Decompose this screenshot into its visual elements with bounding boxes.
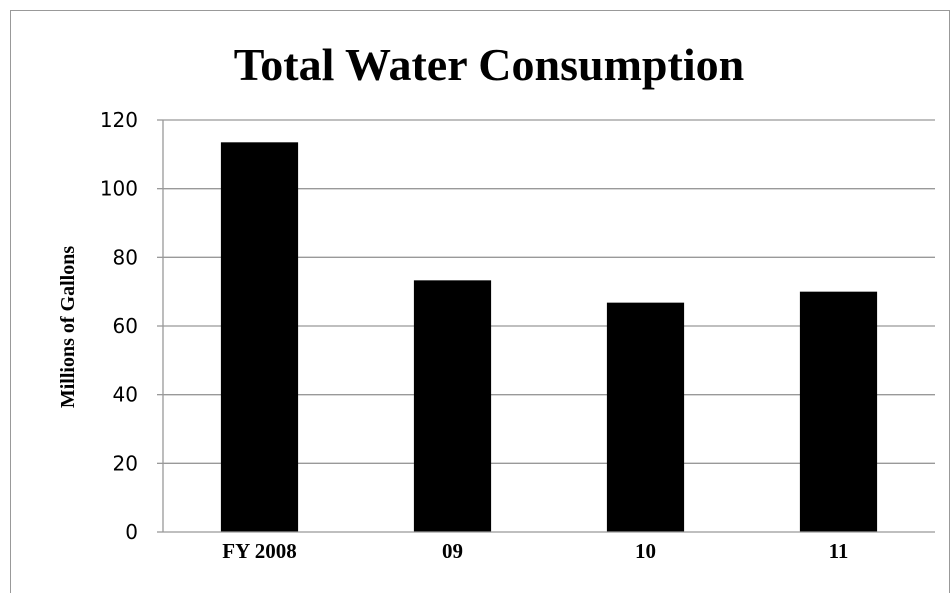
y-tick-label-120: 120 [100,108,138,132]
bar-11 [799,291,878,532]
y-tick-label-40: 40 [113,383,138,407]
y-tick-label-0: 0 [125,520,138,544]
bars [220,142,878,533]
y-tick-labels: 0 20 40 60 80 100 120 [100,108,138,544]
x-tick-label-fy-2008: FY 2008 [222,539,296,563]
x-tick-label-10: 10 [635,539,656,563]
x-tick-labels: FY 2008 09 10 11 [222,539,848,563]
bar-10 [606,302,685,532]
y-tick-label-80: 80 [113,245,138,269]
x-tick-label-09: 09 [442,539,463,563]
bar-fy-2008 [220,142,299,533]
axes [162,120,935,533]
x-tick-label-11: 11 [829,539,849,563]
y-tick-label-20: 20 [113,451,138,475]
y-axis-label: Millions of Gallons [57,246,79,408]
bar-09 [413,280,492,532]
chart-title: Total Water Consumption [234,39,744,90]
y-tick-label-100: 100 [100,177,138,201]
y-tick-label-60: 60 [113,314,138,338]
chart-frame [10,10,950,593]
